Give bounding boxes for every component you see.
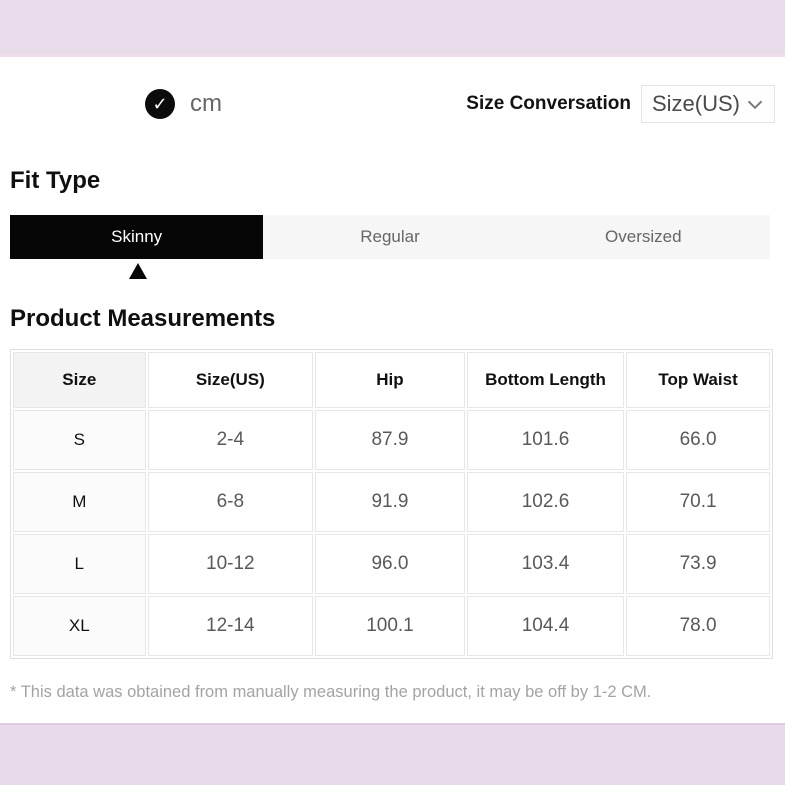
size-guide-panel: ✓ cm Size Conversation Size(US) Fit Type… [0,85,785,702]
unit-row: ✓ cm Size Conversation Size(US) [10,85,775,123]
cell-size: L [13,534,146,594]
chevron-down-icon [740,91,768,117]
bottom-pink-band [0,723,785,785]
top-pink-band [0,0,785,57]
unit-cm-toggle[interactable]: ✓ cm [145,89,222,119]
cell-size-us: 12-14 [147,596,314,656]
col-header-hip: Hip [315,352,465,408]
cell-bottom-length: 101.6 [466,410,625,470]
size-standard-select[interactable]: Size(US) [640,85,775,123]
tab-regular[interactable]: Regular [360,227,420,246]
col-header-bottom-length: Bottom Length [466,352,625,408]
table-row: XL 12-14 100.1 104.4 78.0 [13,596,770,656]
col-header-size-us: Size(US) [147,352,314,408]
measurements-table: Size Size(US) Hip Bottom Length Top Wais… [10,349,773,659]
cell-size: M [13,472,146,532]
size-standard-value: Size(US) [651,91,740,116]
check-icon: ✓ [152,93,168,114]
check-circle-icon[interactable]: ✓ [145,89,175,119]
cell-hip: 87.9 [315,410,465,470]
active-tab-pointer-icon [129,263,147,279]
table-row: M 6-8 91.9 102.6 70.1 [13,472,770,532]
cell-top-waist: 73.9 [626,534,770,594]
size-conversion-label: Size Conversation [466,93,631,114]
unit-cm-label: cm [190,90,222,117]
size-conversion-group: Size Conversation Size(US) [466,85,775,123]
product-measurements-title: Product Measurements [10,305,276,332]
col-header-top-waist: Top Waist [626,352,770,408]
cell-top-waist: 66.0 [626,410,770,470]
cell-hip: 100.1 [315,596,465,656]
cell-size: S [13,410,146,470]
fit-type-title: Fit Type [10,167,101,194]
cell-size: XL [13,596,146,656]
cell-top-waist: 70.1 [626,472,770,532]
cell-bottom-length: 102.6 [466,472,625,532]
measurement-disclaimer: * This data was obtained from manually m… [10,683,652,701]
table-row: S 2-4 87.9 101.6 66.0 [13,410,770,470]
table-row: L 10-12 96.0 103.4 73.9 [13,534,770,594]
cell-hip: 96.0 [315,534,465,594]
tab-skinny[interactable]: Skinny [10,215,264,259]
cell-size-us: 2-4 [147,410,314,470]
cell-size-us: 6-8 [147,472,314,532]
cell-hip: 91.9 [315,472,465,532]
tab-oversized[interactable]: Oversized [605,227,682,246]
cell-top-waist: 78.0 [626,596,770,656]
fit-type-tab-bar: Skinny Regular Oversized [10,215,770,259]
table-header-row: Size Size(US) Hip Bottom Length Top Wais… [13,352,770,408]
cell-bottom-length: 103.4 [466,534,625,594]
col-header-size: Size [13,352,146,408]
cell-bottom-length: 104.4 [466,596,625,656]
cell-size-us: 10-12 [147,534,314,594]
